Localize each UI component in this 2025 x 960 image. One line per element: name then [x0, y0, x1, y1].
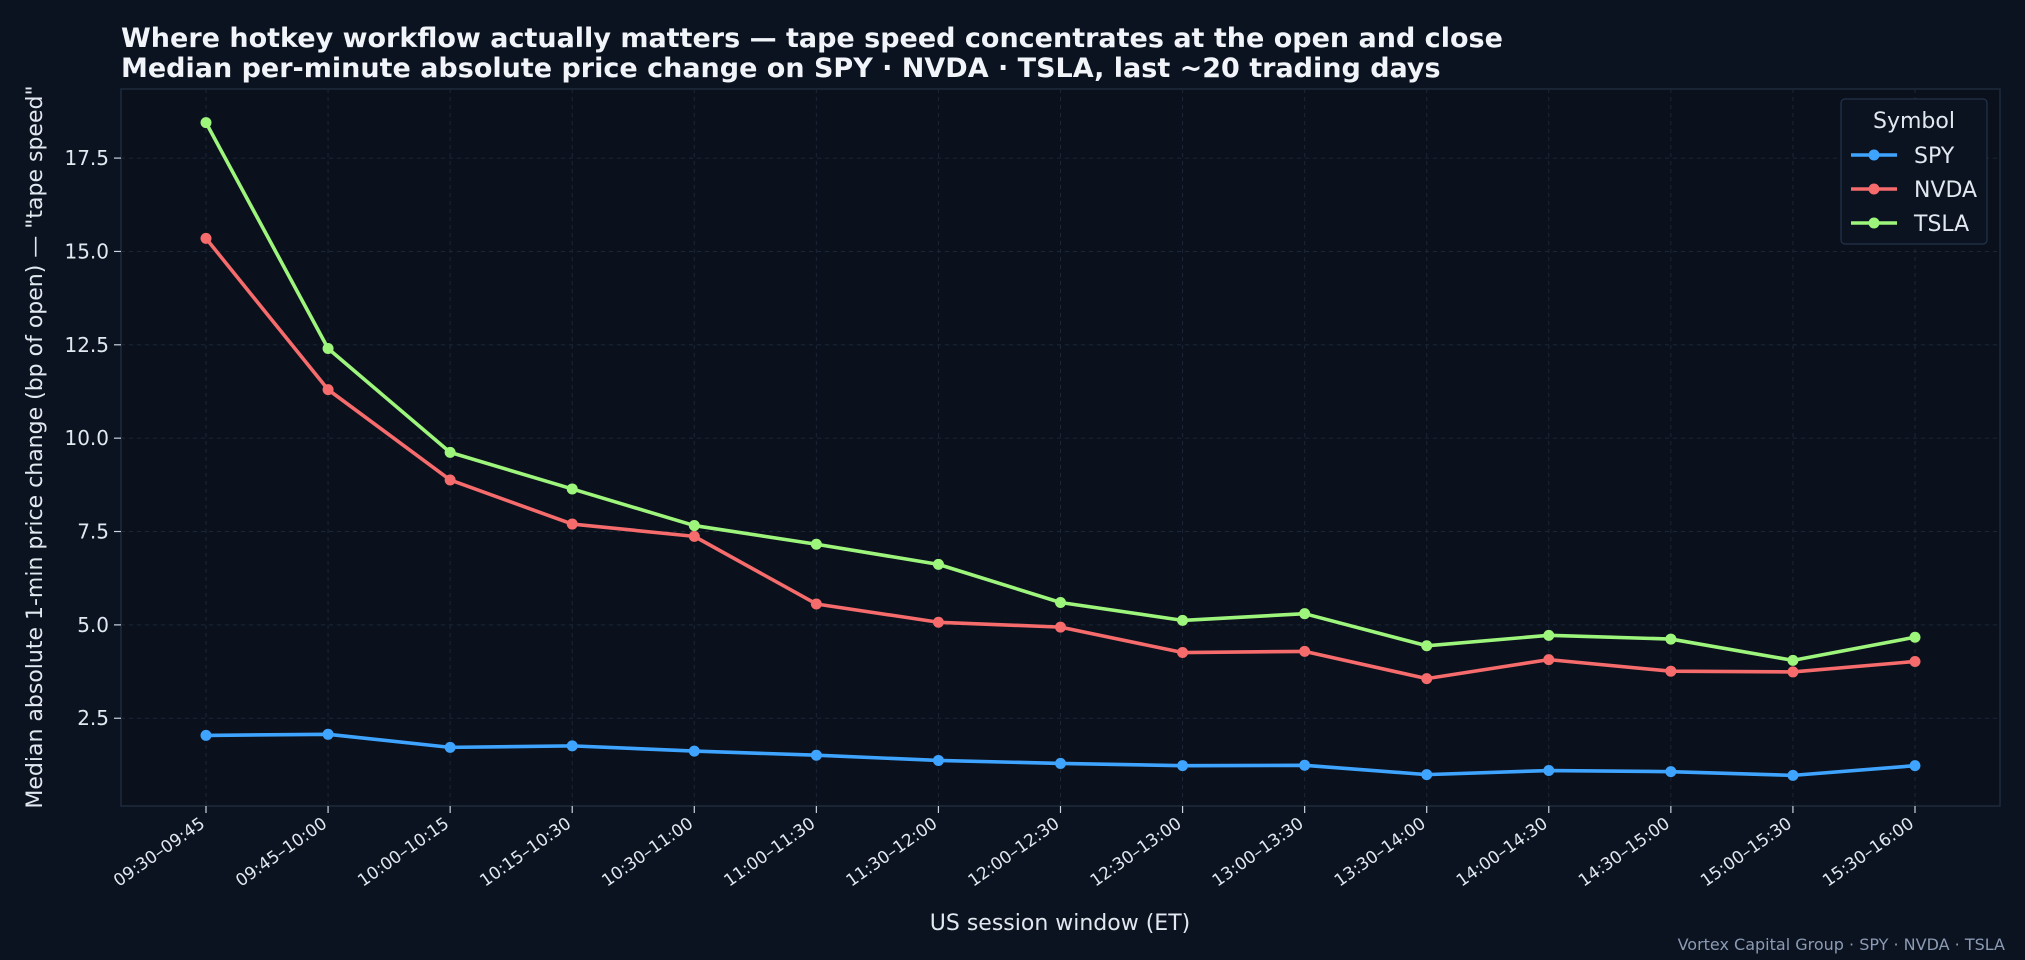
data-point-tsla: [1421, 640, 1433, 652]
data-point-nvda: [1177, 647, 1189, 659]
data-point-spy: [1787, 769, 1799, 781]
data-point-spy: [200, 729, 212, 741]
data-point-nvda: [1665, 665, 1677, 677]
data-point-nvda: [1909, 655, 1921, 667]
x-tick-label: 11:30–12:00: [843, 814, 942, 891]
x-axis: 09:30–09:45 09:45–10:00 10:00–10:15 10:15–1…: [110, 806, 1918, 891]
data-point-spy: [688, 745, 700, 757]
x-tick-label: 14:30–15:00: [1575, 814, 1674, 891]
y-axis: 2.5 5.0 7.5 10.0 12.5 15.0 17.5: [64, 146, 121, 730]
data-point-nvda: [322, 384, 334, 396]
legend-marker-tsla: [1868, 217, 1880, 229]
x-tick-label: 09:45–10:00: [232, 814, 331, 891]
legend-label-spy: SPY: [1914, 144, 1955, 169]
data-point-tsla: [444, 446, 456, 458]
legend-items: SPY NVDA TSLA: [1851, 144, 1977, 237]
data-point-spy: [322, 728, 334, 740]
data-point-spy: [1055, 757, 1066, 769]
data-point-nvda: [688, 530, 700, 542]
data-point-tsla: [1787, 654, 1799, 666]
data-point-nvda: [200, 232, 212, 244]
data-point-spy: [810, 749, 822, 761]
legend-marker-spy: [1868, 149, 1880, 161]
data-point-tsla: [322, 343, 334, 355]
x-tick-label: 10:30–11:00: [598, 814, 697, 891]
y-tick-label: 15.0: [64, 239, 109, 263]
legend-marker-nvda: [1868, 183, 1880, 195]
data-point-spy: [566, 740, 578, 752]
x-tick-label: 11:00–11:30: [721, 814, 820, 891]
data-point-nvda: [1299, 645, 1311, 657]
data-point-tsla: [200, 117, 212, 129]
data-point-tsla: [1909, 631, 1921, 643]
data-point-spy: [444, 741, 456, 753]
legend-label-nvda: NVDA: [1914, 178, 1977, 203]
series-lines: [200, 117, 1921, 781]
data-point-spy: [1909, 760, 1921, 772]
y-tick-label: 5.0: [77, 613, 109, 637]
data-point-nvda: [810, 598, 822, 610]
data-point-tsla: [688, 520, 700, 532]
x-tick-label: 09:30–09:45: [110, 814, 209, 891]
legend-box: [1840, 98, 1988, 245]
data-point-spy: [1543, 765, 1555, 777]
x-axis-label: US session window (ET): [930, 911, 1190, 936]
legend-label-tsla: TSLA: [1913, 212, 1969, 237]
y-tick-label: 2.5: [77, 706, 109, 730]
chart-title: Where hotkey workflow actually matters —…: [121, 23, 1503, 54]
x-tick-label: 14:00–14:30: [1453, 814, 1552, 891]
data-point-spy: [1665, 766, 1677, 778]
data-point-tsla: [1299, 608, 1311, 620]
y-tick-label: 17.5: [64, 146, 109, 170]
x-tick-label: 15:00–15:30: [1697, 814, 1796, 891]
y-tick-label: 12.5: [64, 333, 109, 357]
data-point-tsla: [1055, 596, 1066, 608]
x-tick-label: 13:30–14:00: [1331, 814, 1430, 891]
data-point-tsla: [566, 483, 578, 495]
x-tick-label: 15:30–16:00: [1819, 814, 1918, 891]
x-tick-label: 12:00–12:30: [965, 814, 1064, 891]
footer-credit: Vortex Capital Group · SPY · NVDA · TSLA: [1678, 935, 2005, 954]
chart-subtitle: Median per-minute absolute price change …: [121, 53, 1441, 84]
y-axis-label: Median absolute 1-min price change (bp o…: [23, 85, 48, 808]
data-point-tsla: [932, 558, 944, 570]
x-tick-label: 10:15–10:30: [476, 814, 575, 891]
data-point-nvda: [1543, 654, 1555, 666]
y-tick-label: 7.5: [77, 520, 109, 544]
data-point-spy: [1299, 759, 1311, 771]
data-point-spy: [1421, 769, 1433, 781]
plot-area: [120, 88, 2001, 807]
x-tick-label: 10:00–10:15: [354, 814, 453, 891]
data-point-tsla: [1543, 629, 1555, 641]
data-point-nvda: [444, 474, 456, 486]
data-point-nvda: [1421, 673, 1433, 685]
data-point-spy: [1177, 760, 1189, 772]
y-tick-label: 10.0: [64, 426, 109, 450]
data-point-nvda: [566, 518, 578, 530]
data-point-nvda: [1787, 666, 1799, 678]
legend-title: Symbol: [1873, 109, 1955, 134]
data-point-nvda: [1055, 621, 1066, 633]
data-point-tsla: [1177, 614, 1189, 626]
data-point-tsla: [810, 538, 822, 550]
legend: Symbol SPY NVDA TSLA: [1840, 98, 1988, 245]
data-point-nvda: [932, 616, 944, 628]
x-tick-label: 13:00–13:30: [1209, 814, 1308, 891]
data-point-spy: [932, 754, 944, 766]
x-tick-label: 12:30–13:00: [1087, 814, 1186, 891]
data-point-tsla: [1665, 633, 1677, 645]
